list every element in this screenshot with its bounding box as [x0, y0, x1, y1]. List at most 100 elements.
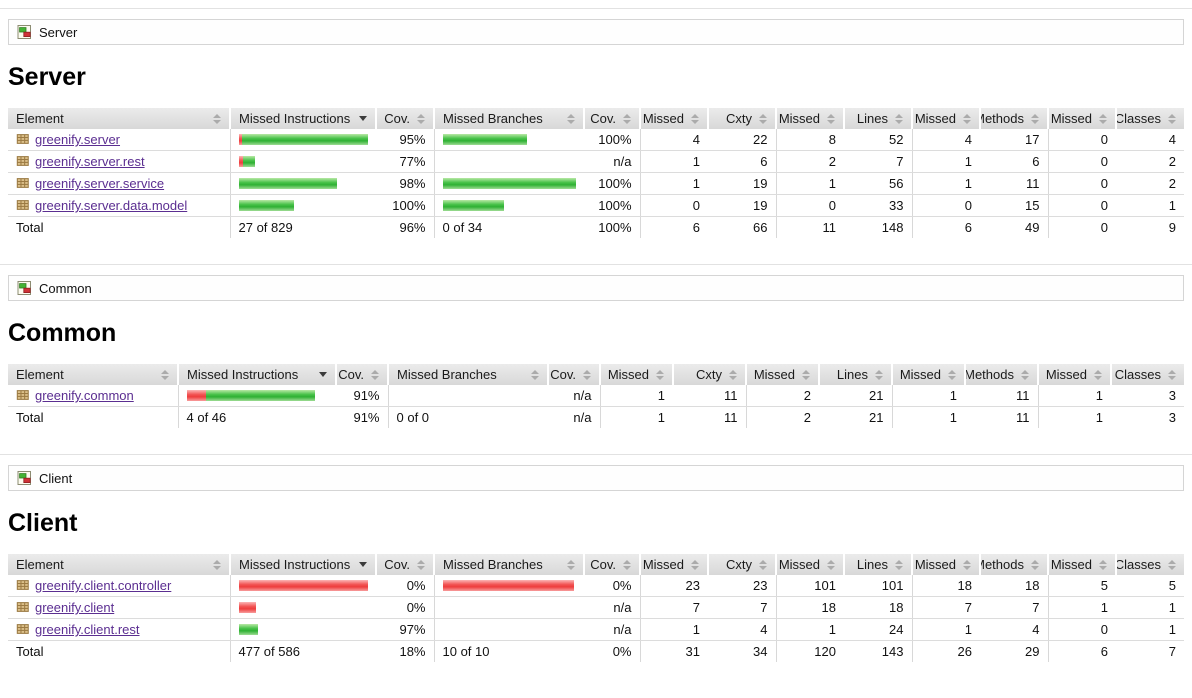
sort-icon	[1031, 113, 1039, 124]
column-header-missed-instructions[interactable]: Missed Instructions	[229, 108, 376, 129]
column-header-missed-11[interactable]: Missed	[1047, 554, 1116, 575]
coverage-bar	[443, 624, 577, 635]
column-header-missed-11[interactable]: Missed	[1047, 108, 1116, 129]
column-header-element[interactable]: Element	[8, 364, 178, 385]
sort-up-arrow	[161, 369, 169, 374]
coverage-table: Element Missed Instructions Cov. Missed Bra…	[8, 554, 1184, 662]
metric-cell: 4	[639, 129, 708, 151]
missed-branches-bar-cell	[433, 129, 584, 151]
column-header-missed-branches-3[interactable]: Missed Branches	[387, 364, 548, 385]
coverage-bar	[238, 156, 369, 167]
column-header-missed-5[interactable]: Missed	[639, 108, 708, 129]
package-link[interactable]: greenify.server.service	[35, 176, 165, 191]
column-header-cov-2[interactable]: Cov.	[375, 554, 434, 575]
total-metric-cell: 1	[599, 406, 673, 428]
column-header-methods-10[interactable]: Methods	[979, 108, 1048, 129]
column-header-cxty-6[interactable]: Cxty	[672, 364, 746, 385]
column-header-methods-10[interactable]: Methods	[964, 364, 1038, 385]
metric-cell: 6	[980, 150, 1048, 173]
column-header-lines-8[interactable]: Lines	[843, 554, 912, 575]
sort-down-arrow	[1168, 565, 1176, 570]
metric-cell: 7	[911, 596, 980, 619]
column-header-label: Missed	[607, 367, 649, 382]
coverage-bar	[442, 580, 577, 591]
column-header-element[interactable]: Element	[8, 554, 230, 575]
sort-down-arrow	[1094, 375, 1102, 380]
column-header-missed-7[interactable]: Missed	[775, 108, 844, 129]
sort-icon	[1099, 113, 1107, 124]
column-header-missed-9[interactable]: Missed	[911, 108, 980, 129]
coverage-bar	[397, 390, 541, 401]
column-header-label: Missed Instructions	[187, 367, 299, 382]
package-link[interactable]: greenify.client.rest	[35, 622, 140, 637]
total-metric-cell: 1	[891, 406, 965, 428]
total-metric-cell: 6	[911, 216, 980, 238]
column-header-label: Cxty	[696, 367, 722, 382]
sort-up-arrow	[1031, 559, 1039, 564]
sort-down-arrow	[213, 119, 221, 124]
package-link[interactable]: greenify.client.controller	[35, 578, 172, 593]
package-link[interactable]: greenify.client	[35, 600, 115, 615]
missed-instructions-bar-cell	[229, 129, 376, 151]
metric-cell: 21	[819, 385, 892, 407]
metric-cell: 1	[1047, 596, 1116, 619]
total-instructions-cell: 4 of 46	[177, 406, 336, 428]
missed-branches-bar-cell	[433, 618, 584, 641]
column-header-missed-instructions[interactable]: Missed Instructions	[177, 364, 336, 385]
sort-down-arrow	[827, 119, 835, 124]
column-header-lines-8[interactable]: Lines	[843, 108, 912, 129]
package-link[interactable]: greenify.server.data.model	[35, 198, 188, 213]
sort-up-arrow	[213, 559, 221, 564]
column-header-missed-5[interactable]: Missed	[639, 554, 708, 575]
column-header-lines-8[interactable]: Lines	[818, 364, 892, 385]
column-header-classes-12[interactable]: Classes	[1115, 554, 1184, 575]
column-header-methods-10[interactable]: Methods	[979, 554, 1048, 575]
metric-cell: 1	[911, 618, 980, 641]
column-header-label: Missed	[642, 557, 684, 572]
metric-cell: 7	[844, 150, 912, 173]
column-header-cov-2[interactable]: Cov.	[375, 108, 434, 129]
total-metric-cell: 120	[775, 640, 844, 662]
column-header-missed-9[interactable]: Missed	[911, 554, 980, 575]
column-header-missed-5[interactable]: Missed	[599, 364, 673, 385]
sort-icon	[623, 559, 631, 570]
column-header-missed-11[interactable]: Missed	[1037, 364, 1111, 385]
column-header-label: Lines	[856, 111, 888, 126]
sort-up-arrow	[691, 559, 699, 564]
metric-cell: 19	[708, 172, 776, 195]
sort-icon	[759, 113, 767, 124]
column-header-element[interactable]: Element	[8, 108, 230, 129]
total-label-cell: Total	[8, 216, 230, 238]
column-header-missed-9[interactable]: Missed	[891, 364, 965, 385]
metric-cell: 1	[1116, 596, 1184, 619]
column-header-cov-4[interactable]: Cov.	[583, 108, 640, 129]
column-header-label: Cov.	[384, 111, 410, 126]
coverage-bar	[443, 156, 577, 167]
column-header-cov-2[interactable]: Cov.	[335, 364, 388, 385]
package-link[interactable]: greenify.server	[35, 132, 121, 147]
column-header-classes-12[interactable]: Classes	[1115, 108, 1184, 129]
metric-cell: 11	[980, 172, 1048, 195]
package-link[interactable]: greenify.common	[35, 388, 134, 403]
column-header-cxty-6[interactable]: Cxty	[707, 108, 776, 129]
column-header-cxty-6[interactable]: Cxty	[707, 554, 776, 575]
column-header-label: Missed	[778, 557, 820, 572]
column-header-cov-4[interactable]: Cov.	[583, 554, 640, 575]
column-header-missed-branches-3[interactable]: Missed Branches	[433, 554, 584, 575]
column-header-missed-7[interactable]: Missed	[775, 554, 844, 575]
metric-cell: 18	[775, 596, 844, 619]
total-metric-cell: 148	[844, 216, 912, 238]
covered-bar-segment	[205, 390, 315, 401]
column-header-missed-7[interactable]: Missed	[745, 364, 819, 385]
column-header-cov-4[interactable]: Cov.	[547, 364, 600, 385]
column-header-missed-branches-3[interactable]: Missed Branches	[433, 108, 584, 129]
metric-cell: 11	[673, 385, 746, 407]
column-header-missed-instructions[interactable]: Missed Instructions	[229, 554, 376, 575]
sort-down-arrow	[691, 565, 699, 570]
covered-bar-segment	[242, 134, 368, 145]
package-link[interactable]: greenify.server.rest	[35, 154, 145, 169]
sort-down-arrow	[827, 565, 835, 570]
coverage-bar	[442, 200, 577, 211]
element-cell: greenify.server.service	[8, 172, 230, 195]
column-header-classes-12[interactable]: Classes	[1110, 364, 1184, 385]
